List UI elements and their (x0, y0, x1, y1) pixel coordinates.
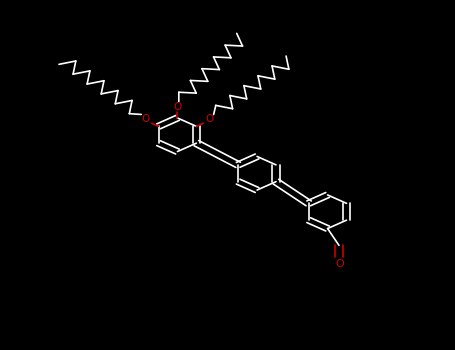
Text: O: O (335, 259, 344, 269)
Text: O: O (142, 114, 150, 124)
Text: O: O (173, 102, 182, 112)
Text: O: O (205, 114, 213, 124)
